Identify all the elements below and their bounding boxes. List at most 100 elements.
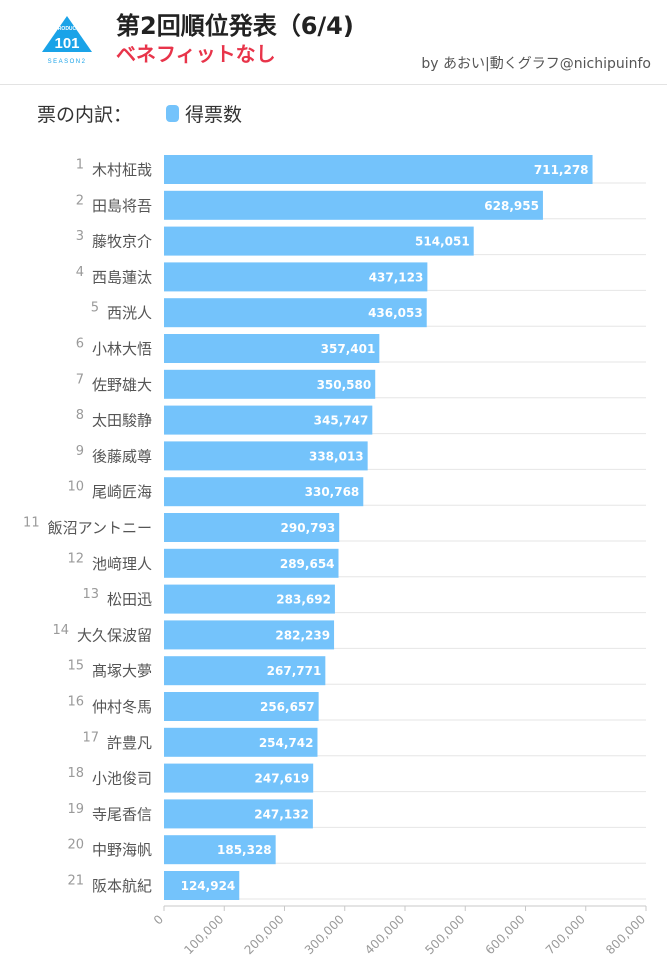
category-label: 佐野雄大 [92, 376, 152, 394]
rank-label: 18 [67, 766, 84, 781]
logo-text-101: 101 [54, 35, 79, 52]
rank-label: 9 [76, 444, 84, 459]
category-label: 小林大悟 [92, 340, 152, 358]
category-label: 小池俊司 [92, 770, 152, 788]
category-label: 藤牧京介 [92, 233, 152, 251]
bar-21 [164, 871, 240, 900]
x-tick-label: 600,000 [483, 912, 528, 957]
bar-3 [164, 226, 474, 256]
rank-label: 1 [76, 158, 84, 173]
bar-9 [164, 441, 368, 471]
rank-label: 11 [23, 516, 40, 531]
bar-value-label: 247,132 [254, 807, 309, 821]
category-label: 木村柾哉 [92, 161, 152, 179]
bar-value-label: 514,051 [415, 235, 470, 249]
bar-value-label: 282,239 [275, 628, 330, 642]
bar-10 [164, 477, 364, 507]
legend-label: 得票数 [185, 104, 243, 126]
category-label: 中野海帆 [92, 841, 152, 859]
category-label: 阪本航紀 [92, 877, 152, 895]
logo-triangle [42, 16, 92, 52]
chart-legend: 得票数 [166, 100, 242, 127]
produce-101-logo: PRODUCE 101 SEASON2 [42, 16, 92, 65]
x-tick-label: 100,000 [181, 912, 226, 957]
page-title: 第2回順位発表（6/4) [116, 12, 354, 40]
author-credit: by あおい|動くグラフ@nichipuinfo [421, 56, 651, 72]
rank-label: 13 [82, 587, 99, 602]
bar-5 [164, 298, 427, 328]
rank-label: 4 [76, 265, 84, 280]
bar-19 [164, 799, 313, 829]
category-label: 田島将吾 [92, 197, 152, 215]
x-tick-label: 400,000 [362, 912, 407, 957]
bar-7 [164, 369, 376, 399]
breakdown-label: 票の内訳： [37, 104, 133, 126]
bar-12 [164, 548, 339, 578]
category-label: 髙塚大夢 [92, 662, 152, 680]
bar-value-label: 338,013 [309, 449, 364, 463]
bar-8 [164, 405, 373, 435]
bar-13 [164, 584, 335, 614]
category-label: 太田駿静 [92, 412, 152, 430]
bar-value-label: 247,619 [255, 772, 310, 786]
rank-label: 2 [76, 193, 84, 208]
bar-value-label: 628,955 [484, 199, 539, 213]
category-label: 大久保波留 [77, 626, 152, 644]
bar-value-label: 124,924 [181, 879, 236, 893]
category-label: 飯沼アントニー [48, 519, 152, 537]
bar-17 [164, 727, 318, 757]
bar-value-label: 711,278 [534, 163, 589, 177]
category-label: 池﨑理人 [92, 555, 152, 573]
bar-1 [164, 155, 593, 184]
category-label: 許豊凡 [107, 734, 152, 752]
bar-value-label: 290,793 [281, 521, 336, 535]
bar-value-label: 185,328 [217, 843, 272, 857]
bar-value-label: 436,053 [368, 306, 423, 320]
bar-value-label: 330,768 [305, 485, 360, 499]
bar-18 [164, 763, 314, 793]
legend-swatch [166, 105, 179, 122]
rank-label: 16 [67, 695, 84, 710]
bar-2 [164, 190, 543, 220]
bar-value-label: 256,657 [260, 700, 315, 714]
x-tick-label: 700,000 [543, 912, 588, 957]
category-label: 後藤威尊 [92, 447, 152, 465]
rank-label: 5 [91, 301, 99, 316]
rank-label: 8 [76, 408, 84, 423]
bar-11 [164, 513, 340, 542]
bar-4 [164, 262, 428, 292]
rank-label: 14 [52, 623, 69, 638]
rank-label: 7 [76, 372, 84, 387]
category-label: 松田迅 [107, 591, 152, 609]
category-label: 西洸人 [107, 304, 152, 322]
rank-label: 17 [82, 730, 99, 745]
bar-value-label: 357,401 [321, 342, 376, 356]
x-tick-label: 500,000 [422, 912, 467, 957]
x-tick-label: 0 [151, 912, 166, 927]
bar-value-label: 254,742 [259, 736, 314, 750]
rank-label: 3 [76, 229, 84, 244]
bar-value-label: 267,771 [267, 664, 322, 678]
bar-value-label: 437,123 [369, 270, 424, 284]
rank-label: 6 [76, 337, 84, 352]
bar-value-label: 289,654 [280, 557, 335, 571]
rank-label: 20 [67, 838, 84, 853]
x-tick-label: 800,000 [603, 912, 648, 957]
header-divider [0, 84, 667, 85]
bar-value-label: 345,747 [314, 414, 369, 428]
x-tick-label: 200,000 [242, 912, 287, 957]
x-tick-label: 300,000 [302, 912, 347, 957]
bar-15 [164, 656, 326, 686]
logo-text-top: PRODUCE [54, 26, 80, 32]
logo-text-season: SEASON2 [48, 59, 87, 65]
bar-16 [164, 692, 319, 721]
bar-value-label: 283,692 [276, 593, 331, 607]
rank-label: 12 [67, 551, 84, 566]
rank-label: 10 [67, 480, 84, 495]
rank-label: 15 [67, 659, 84, 674]
category-label: 西島蓮汰 [92, 268, 152, 286]
category-label: 仲村冬馬 [92, 698, 152, 716]
category-label: 寺尾香信 [92, 805, 152, 823]
rank-label: 19 [67, 802, 84, 817]
